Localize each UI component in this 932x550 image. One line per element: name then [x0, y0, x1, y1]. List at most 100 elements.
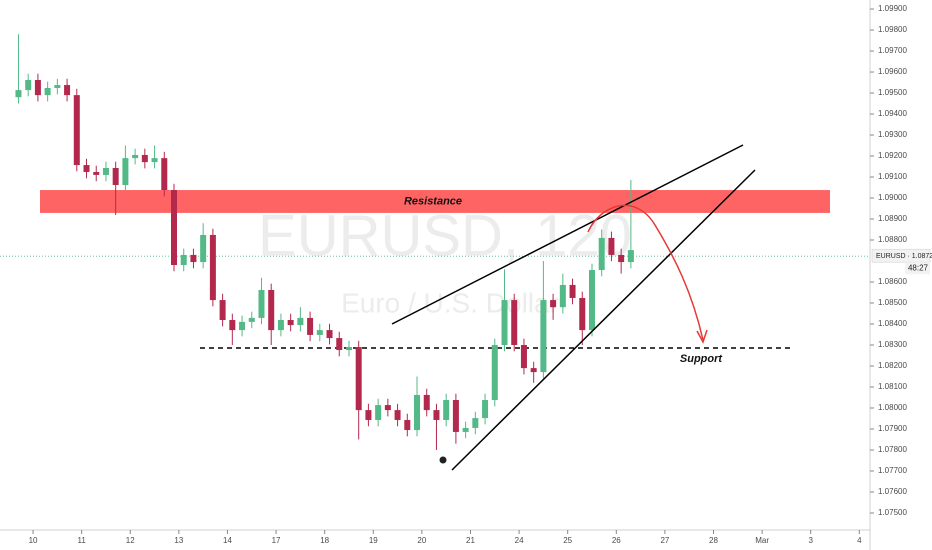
- candle-body: [404, 419, 411, 431]
- y-tick-label: 1.09000: [878, 193, 907, 202]
- candle-body: [618, 254, 625, 263]
- x-tick-label: 12: [126, 536, 135, 545]
- candle-body: [365, 410, 372, 420]
- candle-body: [112, 167, 119, 185]
- candle-body: [588, 270, 595, 331]
- watermark-symbol: EURUSD, 120: [258, 203, 632, 268]
- y-tick-label: 1.07800: [878, 445, 907, 454]
- candle-body: [151, 158, 158, 163]
- resistance-label: Resistance: [404, 195, 462, 207]
- candle-body: [608, 237, 615, 255]
- candle-body: [161, 158, 168, 191]
- candle-body: [316, 330, 323, 335]
- y-tick-label: 1.07600: [878, 487, 907, 496]
- x-tick-label: 10: [29, 536, 38, 545]
- trend-line-upper: [391, 144, 744, 325]
- x-tick-label: Mar: [755, 536, 769, 545]
- candle-body: [501, 300, 508, 346]
- candle-body: [15, 90, 22, 98]
- candle-body: [511, 300, 518, 346]
- drawings: [391, 144, 756, 471]
- y-tick-label: 1.07700: [878, 466, 907, 475]
- x-tick-label: 24: [515, 536, 524, 545]
- candle-body: [530, 368, 537, 373]
- candle-body: [559, 284, 566, 308]
- candle-body: [540, 300, 547, 373]
- candle-body: [491, 345, 498, 401]
- x-tick-label: 21: [466, 536, 475, 545]
- y-tick-label: 1.08500: [878, 298, 907, 307]
- candle-body: [452, 400, 459, 432]
- candle-body: [345, 347, 352, 351]
- candle-body: [277, 320, 284, 331]
- candle-body: [171, 190, 177, 265]
- candle-body: [550, 300, 557, 308]
- candle-body: [384, 405, 391, 411]
- y-tick-label: 1.09100: [878, 172, 907, 181]
- candle-body: [307, 317, 314, 335]
- watermark: EURUSD, 120 Euro / U.S. Dollar: [258, 203, 632, 318]
- candle-body: [93, 171, 100, 175]
- candle-body: [287, 320, 294, 326]
- y-tick-label: 1.08100: [878, 382, 907, 391]
- y-tick-label: 1.09400: [878, 109, 907, 118]
- candle-body: [462, 427, 469, 432]
- candle-body: [180, 254, 187, 265]
- x-tick-label: 4: [857, 536, 862, 545]
- candle-body: [598, 237, 605, 271]
- y-tick-label: 1.09300: [878, 130, 907, 139]
- trend-line-lower: [451, 169, 756, 471]
- watermark-description: Euro / U.S. Dollar: [341, 287, 559, 318]
- y-tick-label: 1.09700: [878, 46, 907, 55]
- candle-body: [482, 400, 489, 419]
- y-tick-label: 1.08800: [878, 235, 907, 244]
- countdown: 48:27: [908, 263, 929, 272]
- candle-body: [472, 418, 479, 428]
- candle-body: [375, 405, 382, 420]
- candle-body: [141, 154, 148, 163]
- x-tick-label: 19: [369, 536, 378, 545]
- y-tick-label: 1.09800: [878, 25, 907, 34]
- candle-body: [248, 317, 255, 322]
- y-tick-label: 1.08300: [878, 340, 907, 349]
- candle-body: [423, 394, 430, 411]
- candle-body: [200, 234, 207, 263]
- x-tick-label: 13: [174, 536, 183, 545]
- y-tick-label: 1.09600: [878, 67, 907, 76]
- y-tick-label: 1.09200: [878, 151, 907, 160]
- y-tick-label: 1.07900: [878, 424, 907, 433]
- y-tick-label: 1.09900: [878, 4, 907, 13]
- candle-body: [520, 345, 527, 369]
- candle-body: [579, 297, 586, 331]
- candle-body: [394, 410, 401, 420]
- x-tick-label: 27: [660, 536, 669, 545]
- candle-body: [25, 80, 32, 91]
- candle-body: [258, 289, 265, 318]
- price-tag-box: [871, 248, 931, 263]
- projection-arc: [587, 204, 704, 341]
- candle-body: [83, 165, 90, 172]
- x-tick-label: 18: [320, 536, 329, 545]
- candle-body: [64, 85, 71, 96]
- candle-body: [239, 321, 246, 331]
- x-tick-label: 3: [808, 536, 813, 545]
- candle-body: [414, 394, 421, 431]
- candle-body: [34, 80, 41, 96]
- resistance-zone: [40, 190, 830, 213]
- candle-body: [268, 289, 275, 331]
- y-tick-label: 1.08000: [878, 403, 907, 412]
- y-tick-label: 1.08200: [878, 361, 907, 370]
- candle-body: [209, 234, 216, 301]
- candle-body: [219, 300, 226, 321]
- y-tick-label: 1.08600: [878, 277, 907, 286]
- candle-body: [336, 338, 343, 351]
- x-tick-label: 25: [563, 536, 572, 545]
- x-tick-label: 17: [272, 536, 281, 545]
- projection-arrowhead: [696, 329, 708, 344]
- y-tick-label: 1.09500: [878, 88, 907, 97]
- support-label: Support: [680, 353, 723, 365]
- candle-body: [54, 85, 61, 88]
- y-tick-label: 1.08400: [878, 319, 907, 328]
